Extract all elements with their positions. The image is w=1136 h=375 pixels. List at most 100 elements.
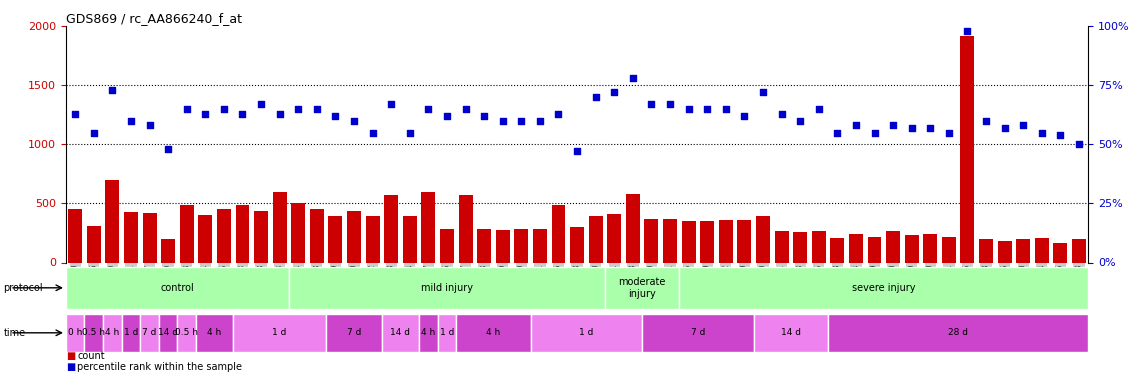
Bar	[793, 232, 807, 262]
Point	[345, 118, 364, 124]
Text: 4 h: 4 h	[208, 328, 222, 338]
Point	[531, 118, 549, 124]
Text: count: count	[77, 351, 105, 361]
Point	[233, 111, 251, 117]
Text: ■: ■	[66, 351, 75, 361]
FancyBboxPatch shape	[753, 314, 828, 352]
Point	[735, 113, 753, 119]
Point	[939, 129, 958, 135]
Point	[921, 125, 939, 131]
Point	[122, 118, 140, 124]
Point	[884, 123, 902, 129]
Point	[568, 148, 586, 154]
Bar	[924, 234, 937, 262]
Point	[772, 111, 791, 117]
Text: 1 d: 1 d	[440, 328, 454, 338]
Bar	[273, 192, 286, 262]
Point	[512, 118, 531, 124]
Bar	[86, 226, 101, 262]
Bar	[254, 210, 268, 262]
FancyBboxPatch shape	[531, 314, 642, 352]
Bar	[477, 230, 491, 262]
Bar	[719, 220, 733, 262]
Bar	[868, 237, 882, 262]
Text: 7 d: 7 d	[691, 328, 705, 338]
FancyBboxPatch shape	[605, 267, 679, 309]
Bar	[384, 195, 398, 262]
Point	[903, 125, 921, 131]
Point	[401, 129, 419, 135]
Point	[141, 123, 159, 129]
Text: time: time	[3, 328, 25, 338]
Text: 4 h: 4 h	[421, 328, 435, 338]
Point	[457, 106, 475, 112]
Point	[1070, 141, 1088, 147]
Text: 0 h: 0 h	[68, 328, 83, 338]
Bar	[551, 205, 566, 262]
Point	[977, 118, 995, 124]
Bar	[663, 219, 677, 262]
FancyBboxPatch shape	[103, 314, 122, 352]
Bar	[179, 205, 193, 262]
Text: ■: ■	[66, 362, 75, 372]
Point	[177, 106, 195, 112]
Point	[270, 111, 289, 117]
Point	[828, 129, 846, 135]
Point	[1051, 132, 1069, 138]
Point	[159, 146, 177, 152]
Point	[215, 106, 233, 112]
Bar	[1053, 243, 1068, 262]
Point	[642, 101, 660, 107]
Text: protocol: protocol	[3, 283, 43, 293]
Text: percentile rank within the sample: percentile rank within the sample	[77, 362, 242, 372]
Bar	[757, 216, 770, 262]
Point	[717, 106, 735, 112]
Text: 4 h: 4 h	[106, 328, 119, 338]
Text: moderate
injury: moderate injury	[618, 277, 666, 298]
Text: 0.5 h: 0.5 h	[82, 328, 106, 338]
Bar	[199, 215, 212, 262]
FancyBboxPatch shape	[457, 314, 531, 352]
Bar	[979, 239, 993, 262]
Bar	[217, 209, 231, 262]
Bar	[997, 241, 1011, 262]
FancyBboxPatch shape	[140, 314, 159, 352]
Point	[846, 123, 864, 129]
Text: 14 d: 14 d	[780, 328, 801, 338]
FancyBboxPatch shape	[326, 314, 382, 352]
Point	[866, 129, 884, 135]
Bar	[700, 221, 715, 262]
Text: 14 d: 14 d	[391, 328, 410, 338]
Bar	[682, 221, 695, 262]
Point	[103, 87, 122, 93]
Point	[308, 106, 326, 112]
Bar	[106, 180, 119, 262]
Text: 28 d: 28 d	[949, 328, 968, 338]
Bar	[904, 235, 919, 262]
FancyBboxPatch shape	[122, 314, 140, 352]
Bar	[68, 209, 82, 262]
FancyBboxPatch shape	[177, 314, 197, 352]
Point	[754, 89, 772, 95]
Bar	[421, 192, 435, 262]
Bar	[328, 216, 342, 262]
FancyBboxPatch shape	[679, 267, 1088, 309]
Text: GDS869 / rc_AA866240_f_at: GDS869 / rc_AA866240_f_at	[66, 12, 242, 25]
Point	[699, 106, 717, 112]
FancyBboxPatch shape	[828, 314, 1088, 352]
FancyBboxPatch shape	[197, 314, 233, 352]
Bar	[1017, 240, 1030, 262]
Point	[419, 106, 437, 112]
Text: 0.5 h: 0.5 h	[175, 328, 198, 338]
Bar	[1035, 238, 1049, 262]
FancyBboxPatch shape	[437, 314, 457, 352]
Text: 1 d: 1 d	[124, 328, 139, 338]
FancyBboxPatch shape	[419, 314, 437, 352]
Point	[995, 125, 1013, 131]
Bar	[608, 214, 621, 262]
Bar	[310, 209, 324, 262]
Bar	[644, 219, 659, 262]
Point	[586, 94, 604, 100]
Bar	[495, 230, 510, 262]
Text: 1 d: 1 d	[579, 328, 594, 338]
